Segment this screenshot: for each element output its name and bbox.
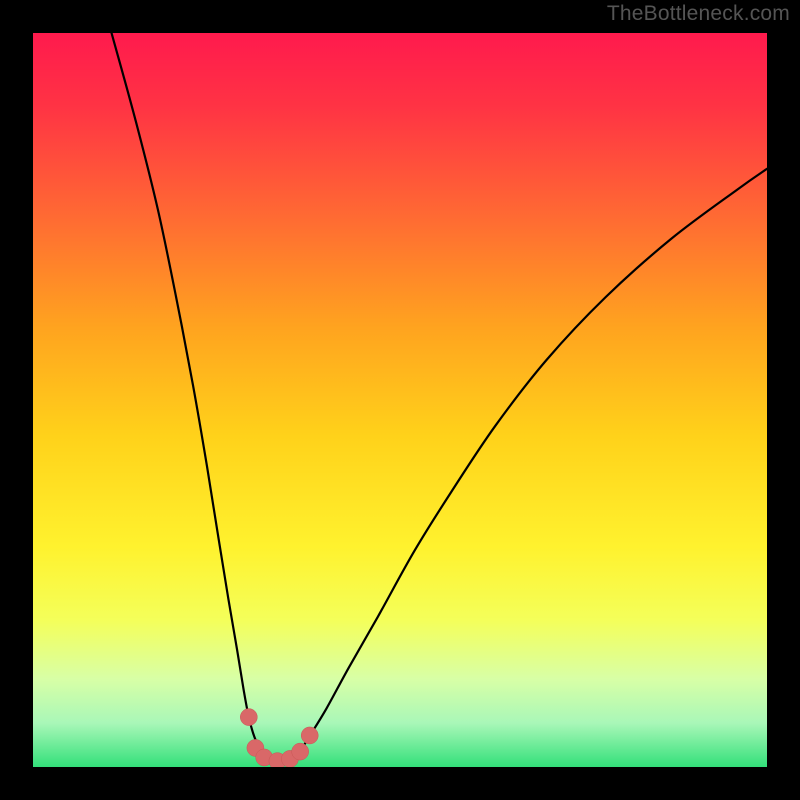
watermark-text: TheBottleneck.com	[607, 2, 790, 26]
page-root: TheBottleneck.com	[0, 0, 800, 800]
min-marker	[292, 743, 309, 760]
chart-canvas	[0, 0, 800, 800]
min-marker	[240, 709, 257, 726]
min-marker	[301, 727, 318, 744]
plot-background	[33, 33, 767, 767]
